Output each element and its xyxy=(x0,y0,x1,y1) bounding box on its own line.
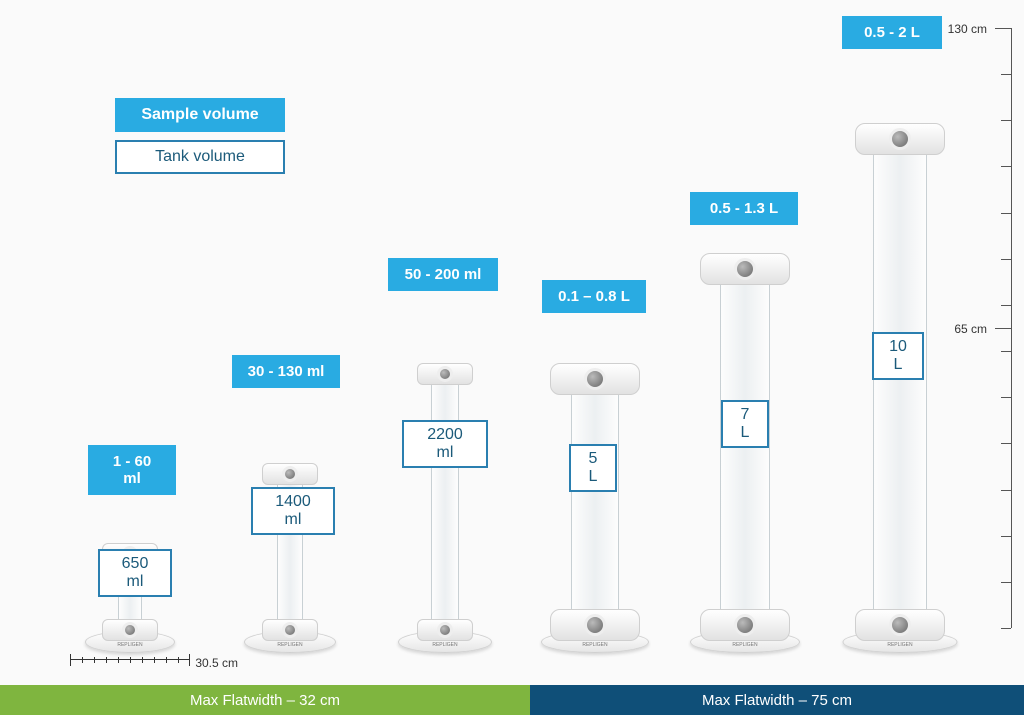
valve-knob-icon xyxy=(282,466,298,482)
valve-knob-icon xyxy=(437,366,453,382)
footer-bar: Max Flatwidth – 32 cm Max Flatwidth – 75… xyxy=(0,685,1024,715)
valve-knob-icon xyxy=(282,622,298,638)
device-tube xyxy=(873,145,927,635)
valve-knob-icon xyxy=(437,622,453,638)
device-tube xyxy=(720,275,770,635)
bottom-cap xyxy=(855,609,945,641)
footer-right: Max Flatwidth – 75 cm xyxy=(530,685,1024,715)
bottom-cap xyxy=(262,619,318,641)
base-brand: REPLIGEN xyxy=(399,642,491,648)
sample-volume-badge: 0.5 - 1.3 L xyxy=(690,192,798,225)
valve-knob-icon xyxy=(734,258,756,280)
tank-volume-box: 5 L xyxy=(569,444,617,492)
v-ruler-label: 65 cm xyxy=(954,322,987,336)
sample-volume-badge: 0.5 - 2 L xyxy=(842,16,942,49)
tank-volume-box: 1400 ml xyxy=(251,487,335,535)
base-brand: REPLIGEN xyxy=(542,642,648,648)
valve-knob-icon xyxy=(889,614,911,636)
valve-knob-icon xyxy=(734,614,756,636)
sample-volume-badge: 0.1 – 0.8 L xyxy=(542,280,646,313)
sample-volume-badge: 1 - 60 ml xyxy=(88,445,176,495)
h-ruler-label: 30.5 cm xyxy=(195,656,238,670)
top-cap xyxy=(855,123,945,155)
bottom-cap xyxy=(700,609,790,641)
valve-knob-icon xyxy=(584,614,606,636)
device: REPLIGEN xyxy=(398,313,492,653)
top-cap xyxy=(700,253,790,285)
bottom-cap xyxy=(550,609,640,641)
device-tube xyxy=(571,385,619,635)
top-cap xyxy=(550,363,640,395)
legend-item: Tank volume xyxy=(115,140,285,174)
top-cap xyxy=(417,363,473,385)
sample-volume-badge: 50 - 200 ml xyxy=(388,258,498,291)
base-brand: REPLIGEN xyxy=(245,642,335,648)
legend-item: Sample volume xyxy=(115,98,285,132)
valve-knob-icon xyxy=(584,368,606,390)
tank-volume-box: 7 L xyxy=(721,400,769,448)
top-cap xyxy=(262,463,318,485)
bottom-cap xyxy=(102,619,158,641)
horizontal-ruler: 30.5 cm xyxy=(70,659,190,677)
v-ruler-label: 130 cm xyxy=(948,22,987,36)
bottom-cap xyxy=(417,619,473,641)
base-brand: REPLIGEN xyxy=(691,642,799,648)
base-brand: REPLIGEN xyxy=(844,642,957,648)
sample-volume-badge: 30 - 130 ml xyxy=(232,355,340,388)
legend: Sample volume Tank volume xyxy=(115,98,285,182)
valve-knob-icon xyxy=(889,128,911,150)
vertical-ruler: 130 cm65 cm xyxy=(992,28,1012,628)
tank-volume-box: 2200 ml xyxy=(402,420,488,468)
device-tube xyxy=(431,375,459,635)
tank-volume-box: 650 ml xyxy=(98,549,172,597)
valve-knob-icon xyxy=(122,622,138,638)
base-brand: REPLIGEN xyxy=(86,642,174,648)
footer-left: Max Flatwidth – 32 cm xyxy=(0,685,530,715)
tank-volume-box: 10 L xyxy=(872,332,924,380)
